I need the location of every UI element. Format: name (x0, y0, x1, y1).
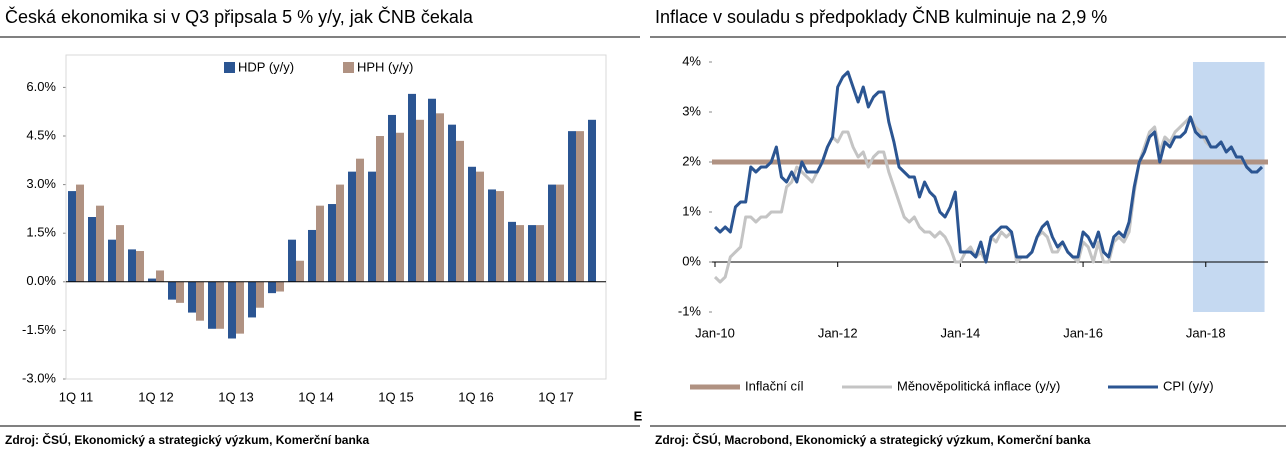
bar (436, 113, 444, 282)
series-line (713, 115, 1264, 284)
bar (396, 132, 404, 282)
bar (556, 184, 564, 282)
legend-label: HPH (y/y) (357, 59, 413, 74)
source: Zdroj: ČSÚ, Ekonomický a strategický výz… (5, 432, 369, 447)
bar (328, 204, 336, 282)
bar (496, 191, 504, 282)
x-tick-label: Jan-10 (695, 325, 735, 340)
bar (428, 98, 436, 282)
bar (416, 119, 424, 282)
bar (96, 205, 104, 282)
legend-swatch (224, 62, 235, 73)
legend-swatch (343, 62, 354, 73)
bar (296, 260, 304, 282)
x-tick-label: Jan-14 (941, 325, 981, 340)
bar (308, 229, 316, 282)
bar (176, 281, 184, 303)
bar (316, 205, 324, 282)
x-tick-label: Jan-16 (1063, 325, 1103, 340)
legend-label: CPI (y/y) (1163, 378, 1214, 393)
bar (588, 119, 596, 282)
bar (336, 184, 344, 282)
forecast-shade (1192, 62, 1265, 312)
bar (456, 140, 464, 282)
bar (388, 114, 396, 282)
y-tick-label: -1.5% (22, 322, 56, 337)
bar (256, 281, 264, 308)
bar (168, 281, 176, 300)
bar (208, 281, 216, 329)
y-tick-label: 4.5% (26, 127, 56, 142)
chart-title: Česká ekonomika si v Q3 připsala 5 % y/y… (5, 6, 474, 27)
y-tick-label: 0% (682, 253, 701, 268)
bar (468, 166, 476, 282)
x-tick-label: 1Q 14 (298, 389, 333, 404)
bar (108, 239, 116, 282)
bar (88, 217, 96, 282)
bar (348, 171, 356, 282)
bar (136, 251, 144, 282)
bar (508, 221, 516, 282)
source: Zdroj: ČSÚ, Macrobond, Ekonomický a stra… (655, 432, 1091, 447)
x-tick-label: Jan-18 (1186, 325, 1226, 340)
y-tick-label: 6.0% (26, 79, 56, 94)
x-tick-label: 1Q 11 (59, 389, 93, 404)
bar (516, 225, 524, 282)
x-tick-label: 1Q 12 (138, 389, 173, 404)
legend-label: Měnověpolitická inflace (y/y) (897, 378, 1060, 393)
x-tick-label: 1Q 13 (218, 389, 253, 404)
y-tick-label: 2% (682, 153, 701, 168)
bar (188, 281, 196, 313)
bar (356, 158, 364, 282)
bar (288, 239, 296, 282)
bar (536, 225, 544, 282)
y-tick-label: 1% (682, 203, 701, 218)
bar (368, 171, 376, 282)
bar (68, 191, 76, 282)
bar (276, 281, 284, 292)
y-tick-label: -1% (678, 303, 702, 318)
y-tick-label: 0.0% (26, 273, 56, 288)
bar (236, 281, 244, 334)
bar (228, 281, 236, 339)
annotation: E (634, 408, 643, 423)
legend-label: HDP (y/y) (238, 59, 294, 74)
bar (488, 189, 496, 282)
plot-frame (65, 54, 607, 380)
y-tick-label: 3.0% (26, 176, 56, 191)
legend-label: Inflační cíl (745, 378, 804, 393)
x-tick-label: 1Q 15 (378, 389, 413, 404)
bar (376, 136, 384, 282)
series-line (713, 70, 1264, 264)
bar (76, 184, 84, 282)
bar (476, 171, 484, 282)
bar (408, 93, 416, 282)
y-tick-label: -3.0% (22, 370, 56, 385)
bar (148, 278, 156, 282)
bar (156, 270, 164, 282)
x-tick-label: 1Q 16 (458, 389, 493, 404)
x-tick-label: Jan-12 (818, 325, 858, 340)
x-tick-label: 1Q 17 (538, 389, 573, 404)
bar (128, 249, 136, 282)
bar (568, 131, 576, 282)
y-tick-label: 3% (682, 103, 701, 118)
y-tick-label: 1.5% (26, 225, 56, 240)
chart-title: Inflace v souladu s předpoklady ČNB kulm… (655, 6, 1107, 27)
bar (448, 124, 456, 282)
y-tick-label: 4% (682, 53, 701, 68)
bar (116, 225, 124, 282)
bar (248, 281, 256, 318)
bar (268, 281, 276, 294)
bar (576, 131, 584, 282)
bar (216, 281, 224, 329)
bar (196, 281, 204, 321)
bar (548, 184, 556, 282)
bar (528, 225, 536, 282)
